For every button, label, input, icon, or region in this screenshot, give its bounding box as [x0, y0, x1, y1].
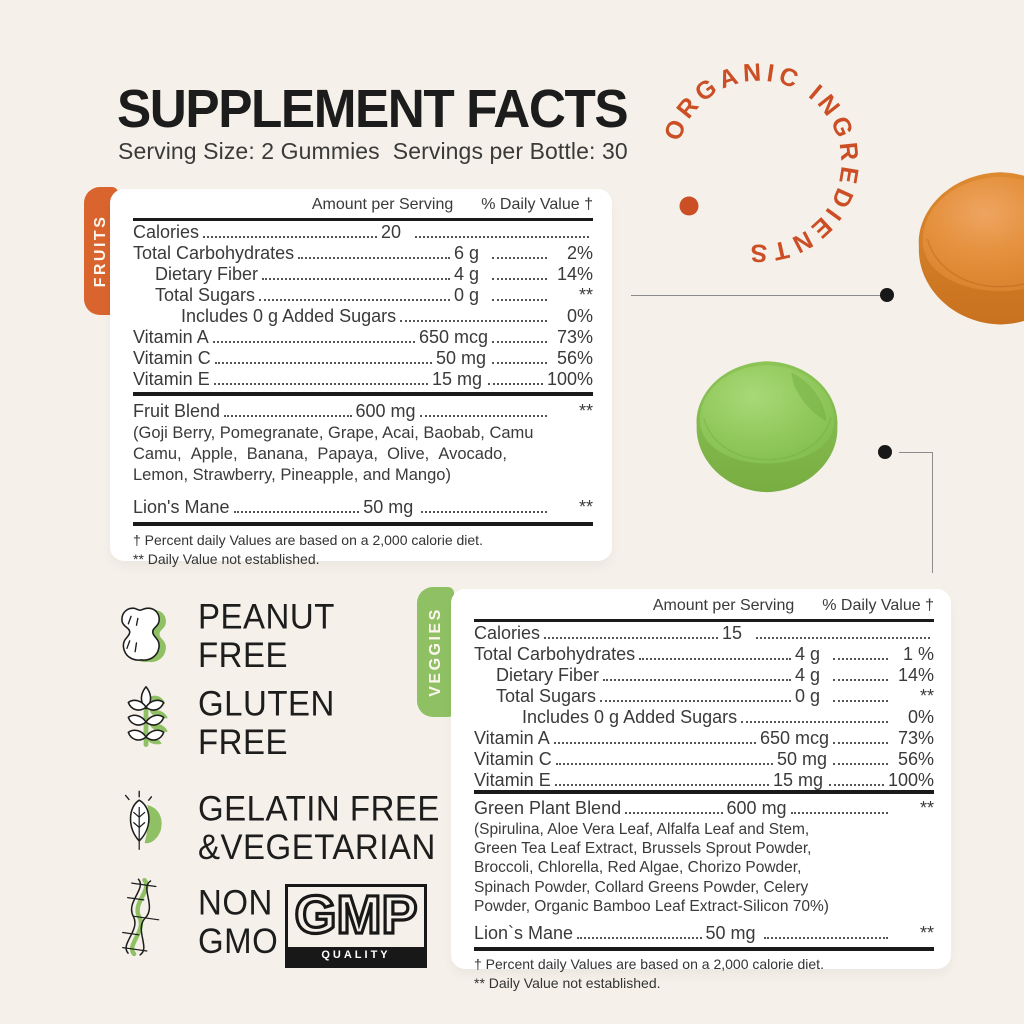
svg-text:ORGANIC INGREDIENTS: ORGANIC INGREDIENTS — [659, 58, 864, 267]
